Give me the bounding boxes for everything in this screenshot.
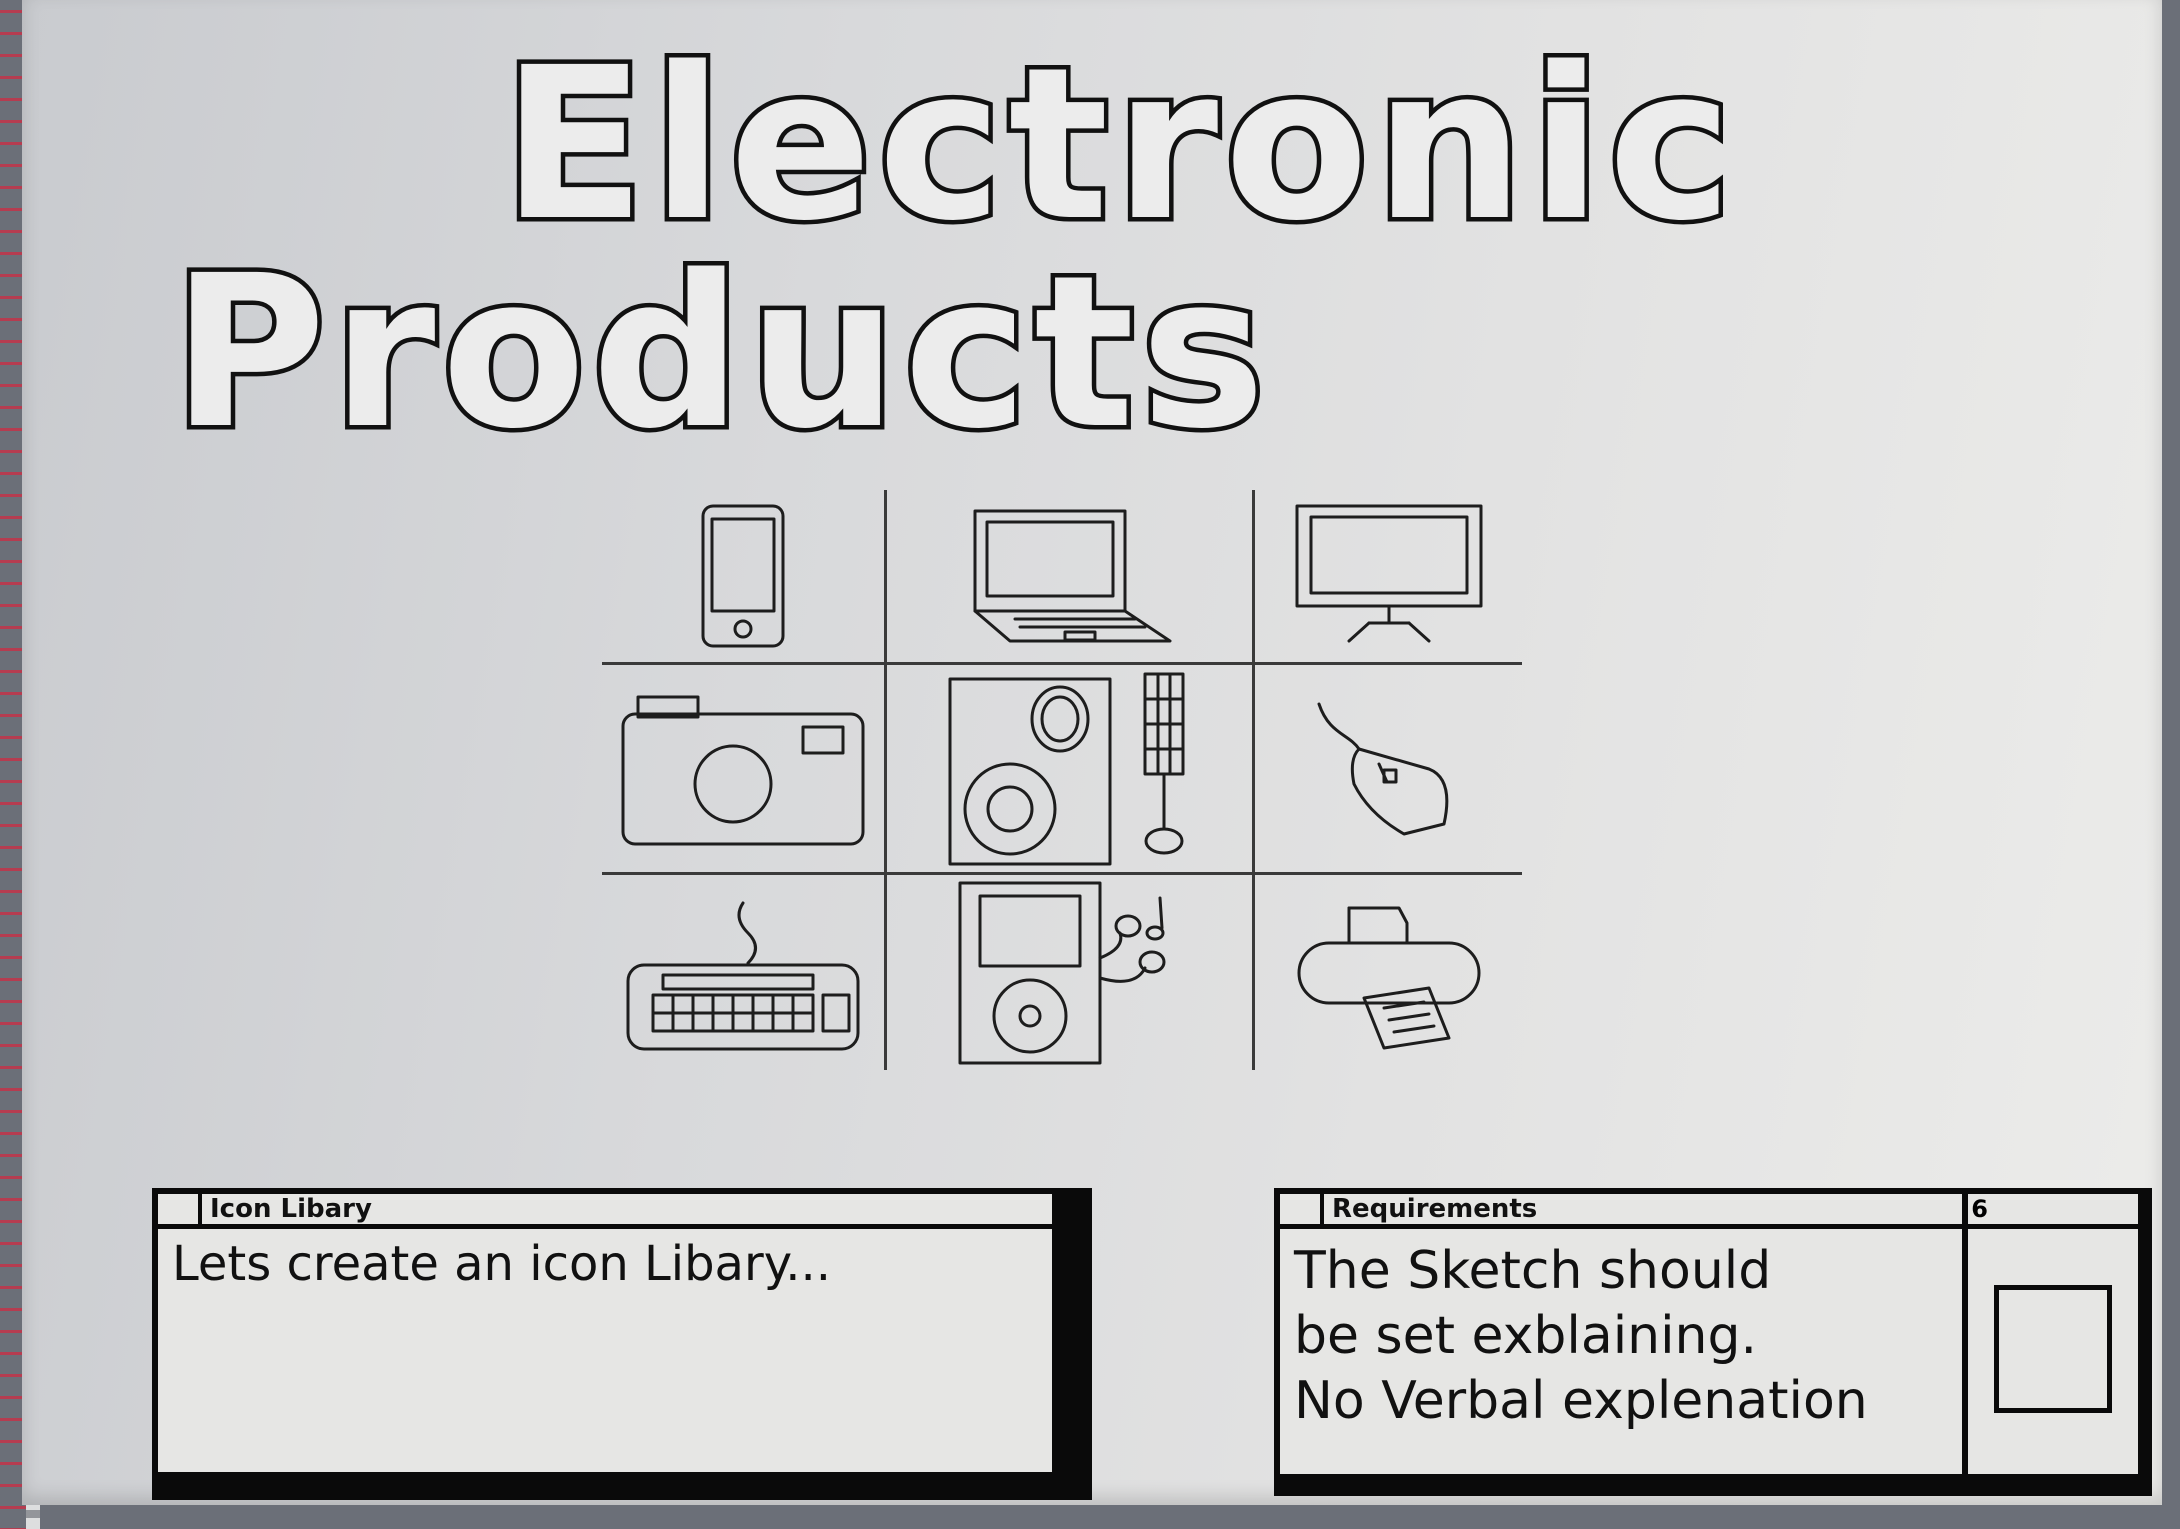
requirements-title: Requirements <box>1332 1194 1538 1224</box>
grid-divider <box>602 872 1522 875</box>
requirements-side-panel <box>1962 1224 2138 1474</box>
requirements-window[interactable]: Requirements 6 The Sketch should be set … <box>1274 1188 2152 1496</box>
sketch-paper: Electronic Products <box>22 0 2162 1505</box>
monitor-icon[interactable] <box>1255 490 1522 662</box>
mouse-icon[interactable] <box>1255 665 1522 872</box>
music-player-icon[interactable] <box>887 875 1252 1070</box>
printer-icon[interactable] <box>1255 875 1522 1070</box>
grid-divider <box>1252 490 1255 1070</box>
requirements-text: The Sketch should be set exblaining. No … <box>1280 1229 2138 1438</box>
window-control-box[interactable] <box>158 1194 202 1224</box>
keyboard-icon[interactable] <box>602 875 884 1070</box>
requirements-line: be set exblaining. <box>1294 1306 1758 1366</box>
titlebar-divider <box>1962 1194 1968 1224</box>
image-placeholder-box[interactable] <box>1994 1285 2112 1413</box>
laptop-icon[interactable] <box>887 490 1252 662</box>
grid-divider <box>602 662 1522 665</box>
icon-grid <box>602 490 1522 1070</box>
window-control-box[interactable] <box>1280 1194 1324 1224</box>
grid-divider <box>884 490 887 1070</box>
requirements-corner-label: 6 <box>1971 1195 1988 1223</box>
requirements-titlebar[interactable]: Requirements <box>1280 1194 2138 1229</box>
speaker-icon[interactable] <box>887 665 1252 872</box>
title-line-1: Electronic <box>498 22 1739 267</box>
requirements-line: No Verbal explenation <box>1294 1371 1868 1431</box>
requirements-line: The Sketch should <box>1294 1241 1772 1301</box>
icon-library-window[interactable]: Icon Libary Lets create an icon Libary..… <box>152 1188 1092 1500</box>
icon-library-title: Icon Libary <box>210 1194 372 1224</box>
camera-icon[interactable] <box>602 665 884 872</box>
title-line-2: Products <box>167 230 1272 475</box>
icon-library-titlebar[interactable]: Icon Libary <box>158 1194 1052 1229</box>
icon-library-message: Lets create an icon Libary... <box>172 1236 832 1292</box>
smartphone-icon[interactable] <box>602 490 884 662</box>
